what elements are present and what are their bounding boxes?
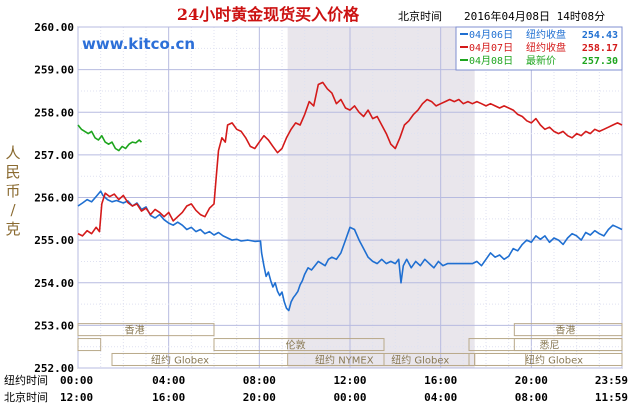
y-tick-label: 260.00 bbox=[34, 21, 74, 34]
y-tick-label: 253.00 bbox=[34, 319, 74, 332]
price-series bbox=[77, 81, 623, 312]
legend-value: 254.43 bbox=[582, 30, 618, 41]
x-tick-label: 11:59 bbox=[595, 391, 628, 404]
session-label: 香港 bbox=[555, 325, 575, 337]
x-tick-label: 08:00 bbox=[515, 391, 548, 404]
grid-lines bbox=[77, 26, 623, 369]
timestamp-value: 2016年04月08日 14时08分 bbox=[464, 9, 605, 23]
session-label: 香港 bbox=[125, 325, 145, 337]
y-tick-label: 254.00 bbox=[34, 277, 74, 290]
y-axis-title-char: 克 bbox=[5, 220, 20, 238]
session-label: 悉尼 bbox=[539, 340, 559, 352]
legend-box bbox=[455, 26, 623, 71]
x-tick-label: 20:00 bbox=[515, 374, 548, 387]
legend-label: 纽约收盘 bbox=[526, 41, 566, 54]
x-tick-label: 16:00 bbox=[152, 391, 185, 404]
y-axis-title-char: 币 bbox=[5, 182, 20, 200]
y-tick-label: 252.00 bbox=[34, 362, 74, 375]
session-label: 纽约 Globex bbox=[525, 353, 583, 366]
x-axis-row-label: 纽约时间 bbox=[4, 373, 48, 387]
timestamp-label: 北京时间 bbox=[398, 9, 442, 23]
session-label: 纽约 Globex bbox=[151, 353, 209, 366]
legend-date: 04月08日 bbox=[469, 55, 513, 67]
x-tick-label: 00:00 bbox=[60, 374, 93, 387]
y-axis-title-char: 民 bbox=[5, 163, 20, 181]
x-tick-label: 16:00 bbox=[424, 374, 457, 387]
y-tick-label: 259.00 bbox=[34, 64, 74, 77]
x-axis-row-label: 北京时间 bbox=[4, 390, 48, 404]
session-label: 伦敦 bbox=[286, 339, 306, 352]
x-tick-label: 04:00 bbox=[152, 374, 185, 387]
watermark: www.kitco.cn bbox=[82, 35, 195, 53]
x-tick-label: 00:00 bbox=[333, 391, 366, 404]
legend-label: 纽约收盘 bbox=[526, 28, 566, 41]
legend-date: 04月07日 bbox=[469, 42, 513, 54]
x-tick-label: 12:00 bbox=[333, 374, 366, 387]
series-line-1 bbox=[77, 190, 623, 312]
session-block bbox=[468, 338, 623, 352]
y-axis-title-char: 人 bbox=[5, 144, 20, 162]
y-axis-title: 人民币/克 bbox=[5, 144, 20, 238]
session-label: 纽约 NYMEX bbox=[315, 353, 374, 366]
session-block bbox=[468, 352, 623, 366]
y-axis-title-char: / bbox=[10, 201, 16, 219]
session-block bbox=[474, 352, 527, 366]
x-tick-label: 12:00 bbox=[60, 391, 93, 404]
x-tick-label: 23:59 bbox=[595, 374, 628, 387]
x-tick-label: 04:00 bbox=[424, 391, 457, 404]
series-line-2 bbox=[77, 81, 623, 237]
x-tick-label: 20:00 bbox=[243, 391, 276, 404]
x-tick-label: 08:00 bbox=[243, 374, 276, 387]
session-block bbox=[77, 323, 215, 337]
chart-title: 24小时黄金现货买入价格 bbox=[177, 5, 360, 24]
legend-label: 最新价 bbox=[526, 54, 556, 67]
y-tick-label: 258.00 bbox=[34, 106, 74, 119]
y-tick-label: 255.00 bbox=[34, 234, 74, 247]
legend-value: 258.17 bbox=[582, 43, 618, 54]
y-tick-label: 257.00 bbox=[34, 149, 74, 162]
session-block bbox=[77, 338, 102, 352]
session-block bbox=[111, 352, 385, 366]
session-block bbox=[513, 323, 623, 337]
axes: 252.00 253.00 254.00 255.00 256.00 257.00 258.… bbox=[4, 21, 628, 404]
session-label: 纽约 Globex bbox=[391, 353, 449, 366]
y-tick-label: 256.00 bbox=[34, 192, 74, 205]
legend-value: 257.30 bbox=[582, 56, 618, 67]
legend-date: 04月06日 bbox=[469, 29, 513, 41]
series-line-3 bbox=[77, 124, 143, 152]
session-block bbox=[213, 338, 385, 352]
